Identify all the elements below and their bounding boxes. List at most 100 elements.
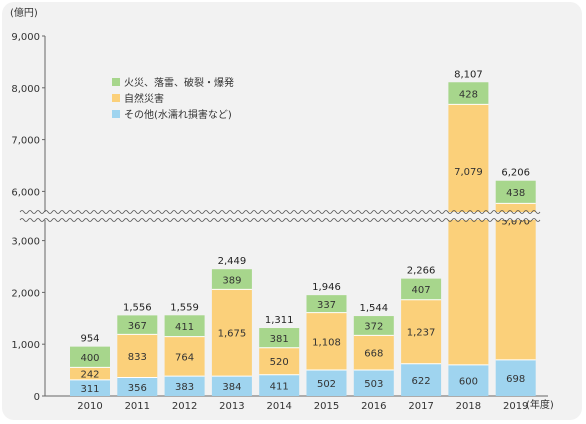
x-tick-label: 2010 [77,401,102,412]
data-label: 7,079 [454,167,483,178]
data-label: 381 [270,334,289,345]
bar-segment [353,335,394,370]
data-label: 764 [175,352,194,363]
bar-segment [495,359,536,396]
bar-segment [211,289,252,377]
legend-label: その他(水濡れ損害など) [124,108,232,121]
bar-segment [70,346,110,368]
data-label: 383 [175,382,194,393]
bar-segment [259,347,300,375]
x-tick-label: 2016 [361,401,386,412]
legend-swatch [112,94,120,102]
x-tick-label: 2014 [266,401,291,412]
data-label: 1,675 [218,329,247,340]
y-tick-label: 7,000 [11,136,40,147]
x-axis-unit: (年度) [526,398,554,411]
data-label: 600 [459,376,478,387]
data-label: 337 [317,300,336,311]
bar-segment [448,104,489,365]
bar-segment [117,377,158,396]
x-tick-label: 2012 [172,401,197,412]
total-label: 1,559 [170,302,199,313]
bar-segment [117,315,158,335]
data-label: 411 [270,381,289,392]
total-label: 8,107 [454,69,483,80]
axis-break-line-bottom [19,218,541,222]
bar-segment [306,312,347,370]
data-label: 622 [412,376,431,387]
total-label: 2,449 [218,256,247,267]
x-tick-label: 2017 [408,401,433,412]
data-label: 400 [80,353,99,364]
bar-segment [353,369,394,396]
y-tick-label: 2,000 [11,288,40,299]
data-label: 356 [128,383,147,394]
data-label: 384 [222,382,241,393]
axis-break-band [20,212,540,220]
total-label: 954 [80,334,99,345]
data-label: 428 [459,89,478,100]
bar-segment [164,336,205,377]
bar-segment [306,369,347,396]
bar-segment [495,180,536,204]
data-label: 438 [506,188,525,199]
bar-segment [306,295,347,313]
y-tick-label: 3,000 [11,237,40,248]
data-label: 372 [364,322,383,333]
data-label: 668 [364,349,383,360]
data-label: 1,237 [407,328,436,339]
y-tick-label: 8,000 [11,84,40,95]
bar-segment [259,374,300,396]
bar-segment [70,367,110,380]
total-label: 1,556 [123,302,152,313]
y-tick-label: 6,000 [11,187,40,198]
bar-segment [401,299,442,364]
legend-swatch [112,110,120,118]
bar-segment [353,316,394,336]
total-label: 2,266 [407,266,436,277]
bar-segment [401,278,442,300]
data-label: 520 [270,357,289,368]
legend-label: 自然災害 [124,92,164,105]
total-label: 1,311 [265,315,294,326]
bar-segment [211,269,252,290]
bar-segment [448,364,489,396]
bar-segment [495,203,536,360]
axis-break-line-top [19,210,541,214]
data-label: 411 [175,322,194,333]
x-tick-label: 2019 [503,401,528,412]
y-tick-label: 0 [34,392,40,403]
total-label: 1,544 [359,303,388,314]
y-tick-label: 9,000 [11,32,40,43]
data-label: 502 [317,379,336,390]
bar-segment [259,328,300,348]
legend-swatch [112,78,120,86]
data-label: 407 [412,285,431,296]
bar-segment [448,82,489,105]
data-label: 1,108 [312,337,341,348]
data-label: 242 [80,370,99,381]
total-label: 1,946 [312,282,341,293]
bar-segment [211,376,252,396]
x-tick-label: 2018 [456,401,481,412]
data-label: 389 [222,275,241,286]
data-label: 311 [80,384,99,395]
legend-label: 火災、落雷、破裂・爆発 [124,76,234,89]
y-tick-label: 1,000 [11,340,40,351]
data-label: 503 [364,379,383,390]
data-label: 698 [506,374,525,385]
bar-segment [164,315,205,337]
y-axis-unit: (億円) [10,6,38,19]
total-label: 6,206 [501,168,530,179]
x-tick-label: 2013 [219,401,244,412]
data-label: 367 [128,321,147,332]
x-tick-label: 2011 [125,401,150,412]
data-label: 833 [128,352,147,363]
data-label: 5,070 [501,216,530,227]
bar-segment [70,379,110,396]
x-tick-label: 2015 [314,401,339,412]
bar-segment [117,334,158,378]
bar-segment [164,376,205,396]
